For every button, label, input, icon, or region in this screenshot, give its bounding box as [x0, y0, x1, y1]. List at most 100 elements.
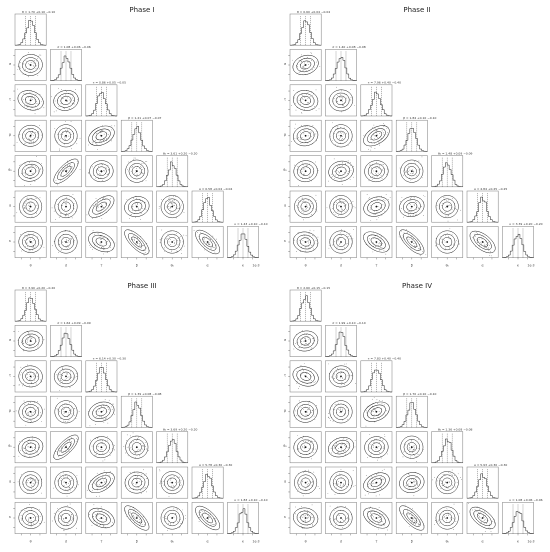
sample-point: [403, 174, 404, 176]
sample-point: [405, 443, 406, 445]
sample-point: [22, 55, 24, 57]
sample-point: [104, 242, 106, 244]
density-contour: [406, 236, 418, 248]
sample-point: [103, 169, 104, 171]
sample-point: [99, 134, 101, 136]
contour-panel: [50, 155, 82, 188]
density-contour: [363, 125, 390, 147]
density-contour: [336, 237, 346, 247]
sample-point: [305, 141, 307, 143]
sample-point: [97, 149, 98, 150]
sample-point: [313, 382, 315, 383]
sample-point: [303, 340, 305, 342]
sample-point: [445, 482, 446, 483]
sample-point: [368, 485, 369, 487]
sample-point: [92, 143, 93, 145]
density-contour: [60, 95, 72, 105]
sample-point: [444, 483, 445, 485]
sample-point: [135, 169, 137, 171]
sample-point: [339, 409, 341, 411]
sample-point: [363, 134, 365, 136]
sample-point: [375, 213, 376, 215]
density-contour: [400, 159, 424, 183]
sample-point: [68, 487, 70, 488]
sample-point: [341, 104, 343, 106]
sample-point: [62, 97, 64, 99]
sample-point: [20, 449, 22, 451]
sample-point: [373, 397, 375, 399]
density-peak: [340, 241, 342, 243]
sample-point: [306, 334, 307, 335]
sample-point: [331, 405, 333, 407]
sample-point: [58, 208, 60, 210]
sample-point: [103, 248, 105, 249]
sample-point: [23, 98, 24, 100]
density-peak: [446, 481, 449, 484]
sample-point: [40, 415, 41, 417]
sample-point: [299, 409, 301, 411]
sample-point: [129, 511, 131, 513]
sample-point: [336, 484, 338, 485]
density-contour: [128, 163, 145, 180]
sample-point: [301, 61, 303, 63]
sample-point: [413, 213, 414, 215]
sample-point: [449, 517, 451, 519]
sample-point: [387, 168, 388, 170]
sample-point: [167, 529, 168, 531]
sample-point: [163, 247, 165, 249]
sample-point: [382, 448, 384, 449]
sample-point: [171, 204, 173, 206]
sample-point: [69, 503, 71, 505]
sample-point: [384, 433, 386, 435]
density-contour: [25, 442, 37, 452]
sample-point: [99, 130, 101, 132]
sample-point: [97, 201, 98, 202]
sample-point: [136, 438, 138, 440]
sample-point: [28, 332, 30, 334]
contour-panel: [50, 395, 82, 428]
sample-point: [372, 478, 373, 479]
marginal-summary-label: τ = 7.96 +0.40 −0.40: [368, 81, 401, 85]
sample-point: [23, 93, 25, 94]
density-contour: [332, 127, 350, 144]
sample-point: [27, 446, 29, 448]
sample-point: [133, 451, 135, 453]
phase-title: Phase IV: [402, 282, 432, 290]
sample-point: [96, 488, 98, 490]
sample-point: [478, 238, 480, 240]
sample-point: [22, 63, 24, 65]
sample-point: [133, 164, 135, 166]
contour-panel: [50, 360, 82, 393]
sample-point: [413, 453, 414, 455]
contour-panel: α: [466, 502, 499, 544]
density-contour: [61, 201, 71, 212]
sample-point: [374, 172, 376, 174]
sample-point: [459, 243, 460, 245]
sample-point: [37, 102, 39, 104]
sample-point: [209, 243, 211, 245]
sample-point: [179, 527, 181, 528]
sample-point: [332, 244, 334, 246]
sample-point: [23, 453, 25, 455]
density-peak: [100, 446, 103, 449]
sample-point: [212, 235, 214, 237]
density-contour: [293, 400, 318, 423]
sample-point: [135, 243, 137, 245]
density-contour: [300, 95, 312, 105]
density-contour: [370, 131, 383, 141]
sample-point: [51, 207, 53, 209]
sample-point: [410, 517, 411, 519]
sample-point: [31, 338, 33, 339]
sample-point: [387, 453, 388, 455]
sample-point: [26, 511, 28, 513]
sample-point: [302, 481, 303, 483]
sample-point: [350, 452, 351, 454]
sample-point: [133, 197, 134, 199]
sample-point: [488, 527, 490, 529]
contour-panel: σ: [50, 226, 82, 268]
density-contour: [25, 96, 37, 105]
sample-point: [63, 169, 65, 171]
sample-point: [305, 414, 307, 416]
sample-point: [341, 230, 343, 232]
sample-point: [101, 406, 102, 407]
